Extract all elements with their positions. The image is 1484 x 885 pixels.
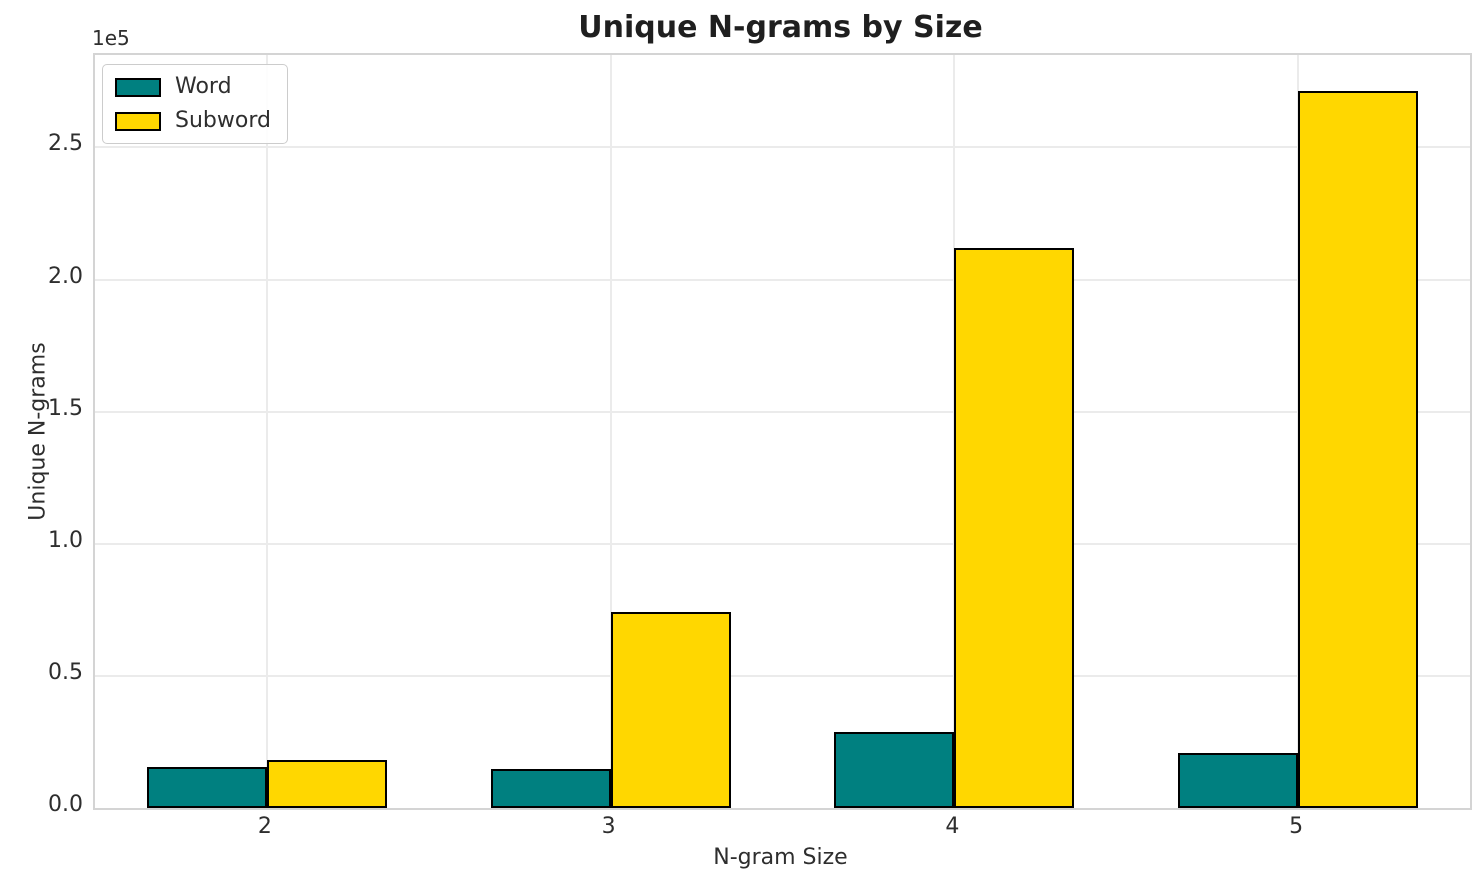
bar-subword-n4: [954, 248, 1075, 808]
y-axis-offset-label: 1e5: [92, 26, 130, 50]
y-gridline: [95, 674, 1470, 677]
y-tick-label: 2.0: [48, 263, 83, 289]
x-gridline: [265, 55, 268, 808]
bar-subword-n3: [610, 612, 731, 808]
y-gridline: [95, 410, 1470, 413]
y-axis-label: Unique N-grams: [25, 342, 51, 521]
y-tick-label: 2.5: [48, 131, 83, 157]
bar-word-n2: [146, 767, 267, 808]
legend: Word Subword: [102, 64, 288, 145]
plot-area: Word Subword: [93, 53, 1472, 810]
x-tick-label: 3: [601, 814, 616, 839]
y-tick-label: 0.5: [48, 659, 83, 685]
x-tick-label: 2: [257, 814, 272, 839]
y-gridline: [95, 278, 1470, 281]
y-tick-label: 0.0: [48, 792, 83, 817]
bar-word-n5: [1178, 753, 1299, 808]
legend-label: Word: [175, 74, 232, 99]
legend-swatch-icon: [115, 77, 161, 97]
y-gridline: [95, 146, 1470, 149]
y-tick-label: 1.5: [48, 395, 83, 421]
bar-word-n4: [834, 732, 955, 808]
x-tick-label: 5: [1289, 814, 1304, 839]
y-tick-label: 1.0: [48, 527, 83, 553]
x-tick-label: 4: [945, 814, 960, 839]
chart-title: Unique N-grams by Size: [578, 10, 983, 45]
bar-subword-n2: [266, 760, 387, 808]
x-gridline: [609, 55, 612, 808]
legend-item-subword: Subword: [115, 108, 271, 134]
legend-item-word: Word: [115, 74, 271, 99]
x-axis-label: N-gram Size: [713, 845, 848, 870]
legend-label: Subword: [175, 108, 271, 134]
legend-swatch-icon: [115, 111, 161, 131]
bar-word-n3: [490, 769, 611, 808]
bar-subword-n5: [1298, 91, 1419, 808]
y-gridline: [95, 542, 1470, 545]
